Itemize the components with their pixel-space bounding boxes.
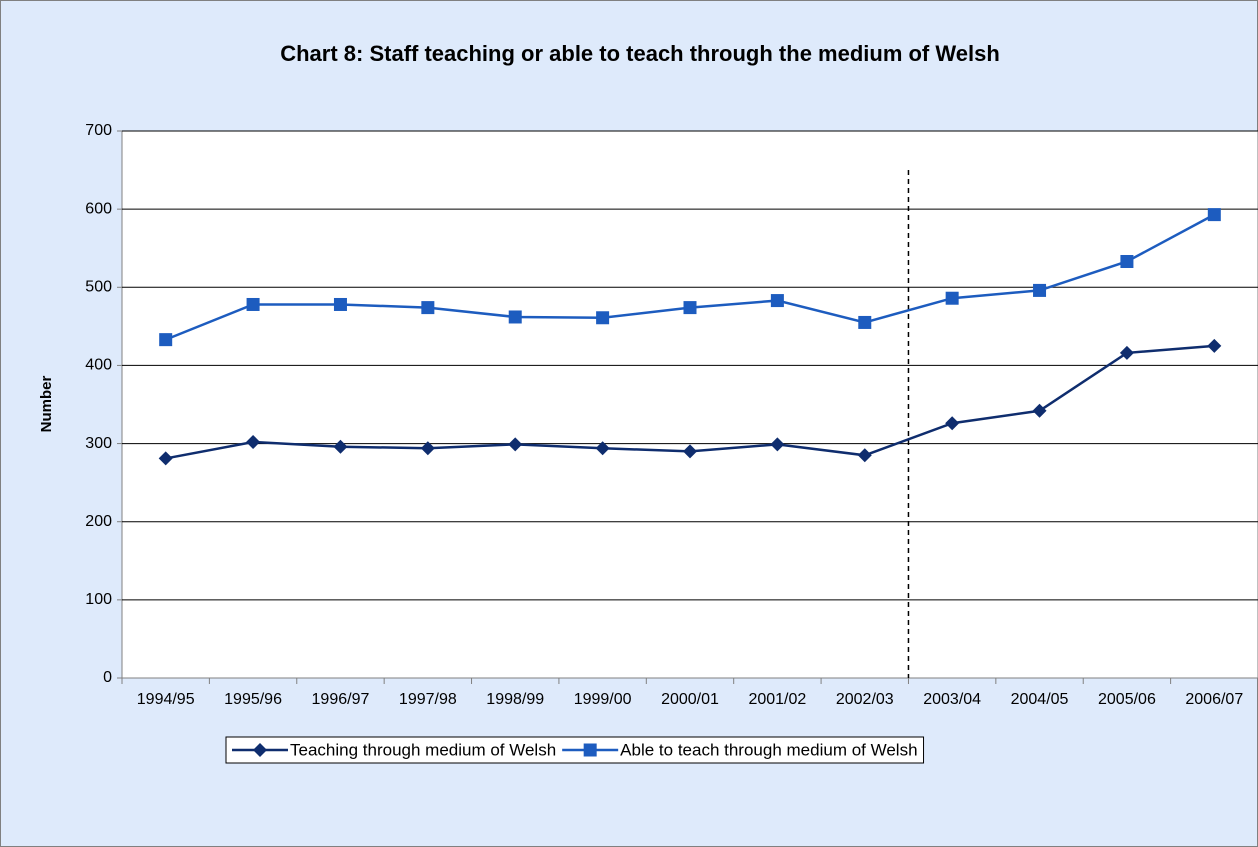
marker <box>1120 254 1134 268</box>
x-tick-label: 1999/00 <box>574 691 632 708</box>
x-tick-label: 1994/95 <box>137 691 195 708</box>
marker <box>583 743 597 757</box>
y-tick-label: 600 <box>85 200 112 217</box>
x-tick-label: 2003/04 <box>923 691 981 708</box>
plot-area <box>121 130 1258 679</box>
x-tick-label: 1997/98 <box>399 691 457 708</box>
marker <box>858 315 872 329</box>
y-tick-label: 300 <box>85 435 112 452</box>
chart-title: Chart 8: Staff teaching or able to teach… <box>280 41 1000 66</box>
marker <box>333 439 348 454</box>
marker <box>246 297 260 311</box>
x-tick-label: 2001/02 <box>748 691 806 708</box>
y-tick-label: 100 <box>85 591 112 608</box>
y-tick-label: 200 <box>85 513 112 530</box>
x-tick-label: 2006/07 <box>1185 691 1243 708</box>
marker <box>770 294 784 308</box>
marker <box>945 291 959 305</box>
marker <box>508 310 522 324</box>
marker <box>945 416 960 431</box>
marker <box>421 301 435 315</box>
marker <box>857 448 872 463</box>
y-tick-label: 700 <box>85 122 112 139</box>
marker <box>246 435 261 450</box>
marker <box>683 444 697 459</box>
y-tick-label: 500 <box>85 279 112 296</box>
y-tick-label: 0 <box>103 669 112 686</box>
x-tick-label: 1998/99 <box>486 691 544 708</box>
marker <box>158 451 173 466</box>
y-axis-label: Number <box>38 376 55 433</box>
legend-label: Teaching through medium of Welsh <box>290 740 556 759</box>
legend: Teaching through medium of Welsh Able to … <box>225 736 925 764</box>
marker <box>595 441 610 456</box>
x-tick-label: 2000/01 <box>661 691 719 708</box>
marker <box>1033 283 1047 297</box>
marker <box>1207 338 1222 353</box>
marker <box>253 743 267 757</box>
marker <box>770 437 785 452</box>
marker <box>420 441 435 456</box>
legend-label: Able to teach through medium of Welsh <box>620 740 917 759</box>
marker <box>1032 403 1047 418</box>
marker <box>1119 345 1134 360</box>
marker <box>596 311 610 325</box>
marker <box>683 301 697 315</box>
x-tick-label: 2002/03 <box>836 691 894 708</box>
x-tick-label: 2004/05 <box>1011 691 1069 708</box>
marker <box>508 437 523 452</box>
x-tick-label: 1996/97 <box>312 691 370 708</box>
marker <box>333 297 347 311</box>
x-tick-label: 2005/06 <box>1098 691 1156 708</box>
y-tick-label: 400 <box>85 357 112 374</box>
marker <box>1207 208 1221 222</box>
x-tick-label: 1995/96 <box>224 691 282 708</box>
marker <box>159 333 173 347</box>
